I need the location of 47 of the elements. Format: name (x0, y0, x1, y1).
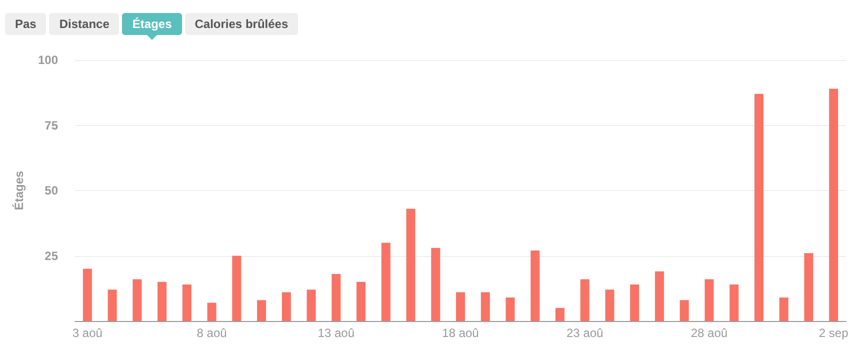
bar (754, 94, 764, 321)
bar (207, 302, 216, 321)
bar (605, 290, 614, 321)
bar (555, 308, 564, 321)
x-tick-label: 23 aoû (566, 326, 604, 340)
y-tick-label: 75 (44, 118, 58, 132)
bar (132, 279, 142, 321)
bar (282, 292, 291, 321)
bar (82, 268, 92, 321)
bar (804, 253, 814, 321)
bar (381, 242, 390, 321)
y-tick-label: 50 (44, 184, 58, 198)
bar (630, 284, 640, 321)
x-tick-label: 28 aoû (690, 326, 728, 340)
bar (108, 290, 117, 321)
y-tick-label: 100 (38, 53, 58, 67)
bar (506, 298, 515, 321)
text: Étages (122, 13, 182, 35)
x-tick-label: 18 aoû (442, 326, 479, 340)
bar (182, 284, 192, 321)
x-tick-label: 3 aoû (72, 326, 102, 340)
x-tick-label: 8 aoû (196, 326, 227, 340)
y-tick-label: 25 (44, 248, 58, 263)
bar (779, 298, 788, 321)
bar (257, 300, 266, 321)
bar (654, 271, 664, 321)
text: Distance (49, 13, 120, 35)
x-tick-label: 2 sep (818, 326, 849, 340)
bar (530, 250, 540, 321)
bar (332, 274, 341, 321)
text: Calories brûlées (184, 13, 298, 35)
bar (456, 292, 465, 321)
bar (158, 282, 167, 321)
bar (431, 248, 440, 321)
bar (680, 300, 689, 321)
bar (232, 256, 242, 321)
bar (829, 88, 838, 321)
bar (480, 292, 490, 321)
bar (356, 282, 366, 321)
y-axis-title: Étages (12, 170, 26, 210)
bar (406, 208, 416, 321)
bar (730, 284, 739, 321)
text: Pas (5, 13, 46, 35)
bar (306, 290, 316, 321)
x-tick-label: 13 aoû (318, 326, 354, 340)
bar (580, 279, 590, 321)
bar (704, 279, 714, 321)
